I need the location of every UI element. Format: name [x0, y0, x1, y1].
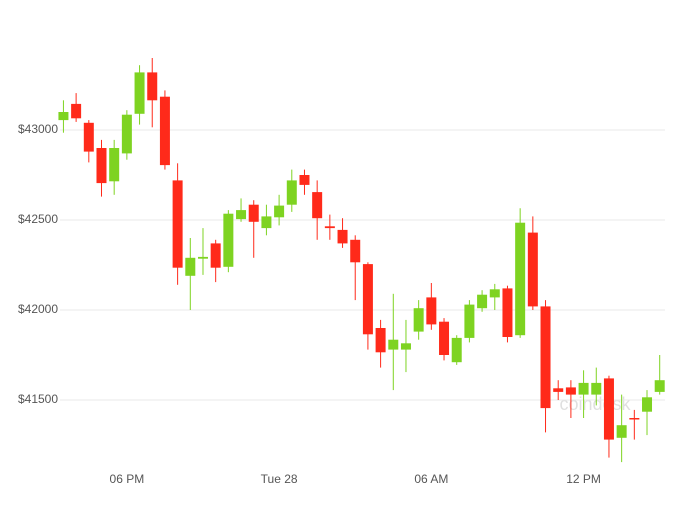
candle-body — [362, 264, 373, 335]
candle-body — [413, 308, 424, 332]
candle-body — [654, 380, 665, 392]
y-tick-label: $43000 — [18, 122, 58, 136]
candle-body — [172, 180, 183, 268]
candle-body — [96, 148, 107, 184]
candle-body — [502, 288, 513, 337]
candle-body — [337, 229, 348, 244]
candle-body — [274, 205, 285, 218]
candle-body — [451, 337, 462, 363]
candle-body — [578, 382, 589, 395]
candle-body — [71, 103, 82, 119]
watermark: coindesk — [559, 394, 631, 414]
candle-body — [210, 243, 221, 268]
candle-body — [540, 306, 551, 409]
candle-body — [477, 294, 488, 309]
candle-body — [527, 232, 538, 307]
candle-body — [58, 112, 69, 121]
candle-body — [312, 192, 323, 219]
candle-body — [616, 425, 627, 438]
y-tick-label: $42000 — [18, 302, 58, 316]
x-tick-label: 12 PM — [566, 472, 601, 486]
candle-body — [375, 328, 386, 353]
candle-body — [591, 382, 602, 395]
candle-body — [553, 388, 564, 392]
candle-body — [603, 378, 614, 440]
candle-body — [261, 216, 272, 229]
candle-body — [439, 321, 450, 355]
candle-body — [426, 297, 437, 325]
candle-body — [83, 122, 94, 152]
candle-body — [350, 239, 361, 263]
candle-body — [324, 226, 335, 229]
candle-body — [515, 222, 526, 336]
candle-body — [121, 114, 132, 154]
candle-body — [642, 397, 653, 412]
x-tick-label: 06 PM — [110, 472, 145, 486]
candle-body — [236, 210, 247, 220]
candle-body — [197, 256, 208, 259]
candle-body — [489, 289, 500, 298]
candle-body — [147, 72, 158, 101]
candle-body — [388, 339, 399, 350]
candle-body — [134, 72, 145, 114]
y-tick-label: $42500 — [18, 212, 58, 226]
candle-body — [400, 343, 411, 350]
candle-body — [109, 148, 120, 182]
x-tick-label: 06 AM — [414, 472, 448, 486]
y-tick-label: $41500 — [18, 392, 58, 406]
candle-body — [159, 96, 170, 166]
candle-body — [565, 387, 576, 395]
candle-body — [248, 204, 259, 222]
candle-body — [223, 213, 234, 267]
candle-body — [464, 304, 475, 338]
candle-body — [185, 257, 196, 276]
candle-body — [629, 418, 640, 420]
x-tick-label: Tue 28 — [261, 472, 298, 486]
candle-body — [299, 175, 310, 185]
candle-body — [286, 180, 297, 205]
